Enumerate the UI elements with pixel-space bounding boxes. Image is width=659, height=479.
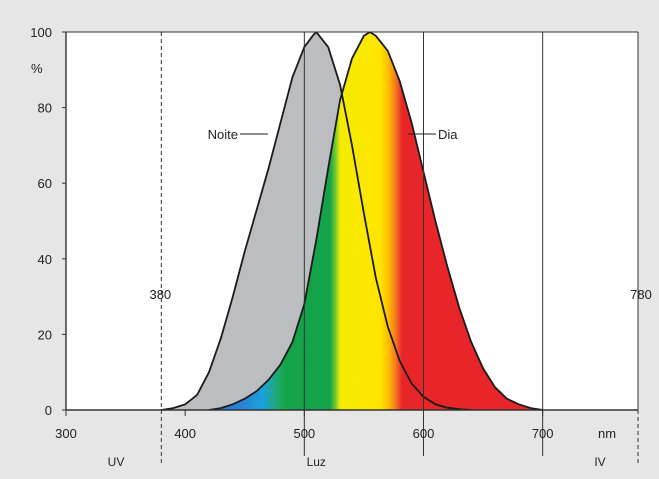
series-dia-area xyxy=(209,32,543,410)
y-tick-label-100: 100 xyxy=(30,25,52,40)
x-tick-label-300: 300 xyxy=(55,426,77,441)
y-tick-label-40: 40 xyxy=(38,252,52,267)
y-tick-label-0: 0 xyxy=(45,403,52,418)
series-noite-line xyxy=(161,32,472,410)
y-tick-label-20: 20 xyxy=(38,327,52,342)
x-tick-label-700: 700 xyxy=(532,426,554,441)
series-label-dia: Dia xyxy=(438,127,458,142)
region-label-iv: IV xyxy=(594,455,605,469)
dashed-line-label-380: 380 xyxy=(149,287,171,302)
y-tick-label-80: 80 xyxy=(38,101,52,116)
series-dia-line xyxy=(208,32,543,410)
dashed-line-label-780: 780 xyxy=(630,287,652,302)
y-tick-label-60: 60 xyxy=(38,176,52,191)
region-label-uv: UV xyxy=(108,455,125,469)
series-noite-area xyxy=(161,32,472,410)
x-unit-label: nm xyxy=(598,426,616,441)
x-tick-label-600: 600 xyxy=(413,426,435,441)
x-tick-label-500: 500 xyxy=(293,426,315,441)
series-label-noite: Noite xyxy=(208,127,238,142)
x-tick-label-400: 400 xyxy=(174,426,196,441)
y-unit-label: % xyxy=(31,61,43,76)
region-label-luz: Luz xyxy=(307,455,326,469)
